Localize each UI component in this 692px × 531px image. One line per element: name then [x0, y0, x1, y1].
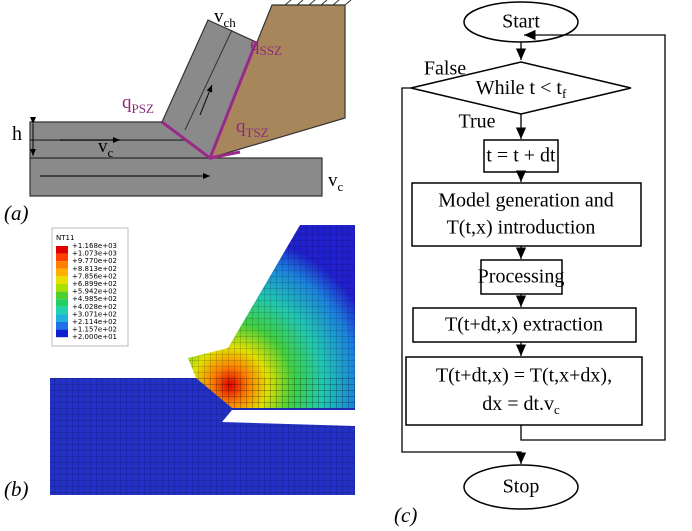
panel-c: Start While t < tf False True t = t + dt…: [394, 2, 665, 527]
legend-swatch: [56, 254, 68, 262]
vc-work-label: vc: [328, 170, 344, 194]
vch-label: vch: [214, 6, 236, 30]
start: Start: [502, 11, 540, 33]
panel-label: (b): [4, 477, 29, 501]
legend-swatch: [56, 276, 68, 284]
figure: h vch qPSZ qSSZ qTSZ vc vc (a) NT11 (b) …: [0, 0, 692, 531]
h-label: h: [12, 123, 22, 145]
stop: Stop: [503, 476, 540, 498]
step-processing: Processing: [478, 266, 565, 288]
panel-label: (c): [394, 503, 417, 527]
panel-label: (a): [4, 201, 29, 225]
legend-swatch: [56, 269, 68, 277]
legend-swatch: [56, 307, 68, 315]
qpsz-label: qPSZ: [122, 92, 154, 116]
step-update: dx = dt.vc: [482, 393, 560, 417]
legend-swatch: [56, 330, 68, 338]
legend-swatch: [56, 322, 68, 330]
step-time: t = t + dt: [486, 145, 556, 167]
condition: While t < tf: [476, 77, 567, 101]
false-label: False: [424, 58, 466, 80]
step-extraction: T(t+dt,x) extraction: [445, 314, 603, 336]
true-label: True: [458, 111, 495, 133]
legend-swatch: [56, 314, 68, 322]
legend-swatch: [56, 299, 68, 307]
legend-swatch: [56, 246, 68, 254]
step-model: T(t,x) introduction: [447, 217, 596, 239]
step-update: T(t+dt,x) = T(t,x+dx),: [436, 365, 612, 387]
legend-title: NT11: [56, 234, 74, 242]
panel-a: h vch qPSZ qSSZ qTSZ vc vc (a): [4, 0, 351, 225]
panel-b: NT11 (b) +1.168e+03+1.073e+03+9.770e+02+…: [4, 225, 355, 501]
step-model: Model generation and: [438, 190, 614, 212]
legend-swatch: [56, 284, 68, 292]
legend-swatch: [56, 292, 68, 300]
legend-swatch: [56, 261, 68, 269]
legend-value: +2.000e+01: [72, 333, 117, 341]
